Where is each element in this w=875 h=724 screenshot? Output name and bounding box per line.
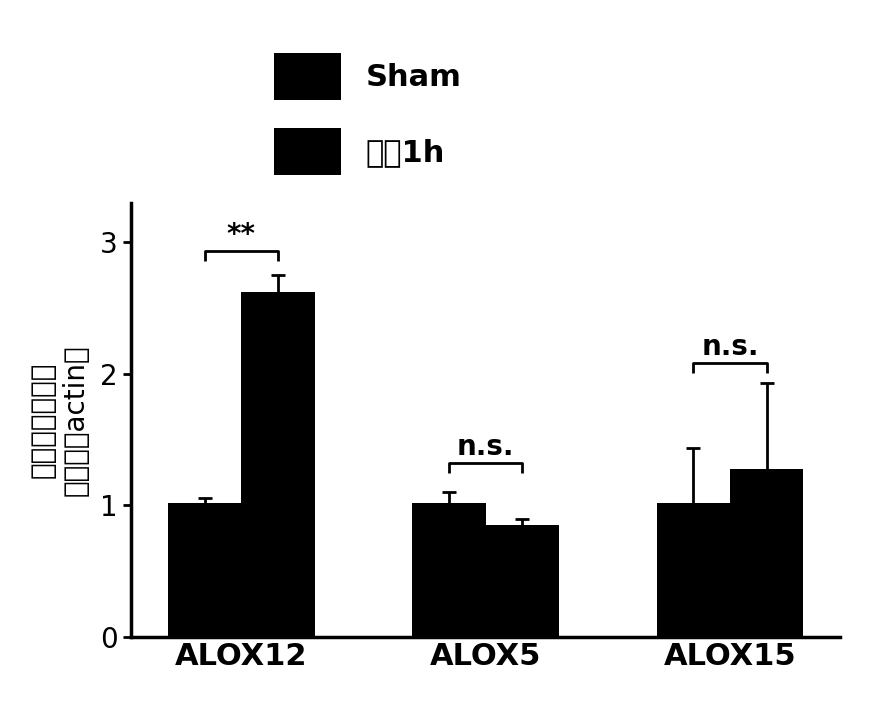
Bar xyxy=(242,292,314,637)
Text: **: ** xyxy=(227,221,255,249)
Text: n.s.: n.s. xyxy=(457,433,514,460)
Bar xyxy=(730,468,803,637)
Bar xyxy=(486,525,559,637)
Legend: Sham, 缺血1h: Sham, 缺血1h xyxy=(274,53,462,174)
Text: n.s.: n.s. xyxy=(701,333,759,361)
Y-axis label: 基因相对表达量
（相比于actin）: 基因相对表达量 （相比于actin） xyxy=(29,344,89,496)
Bar xyxy=(412,503,486,637)
Bar xyxy=(657,503,730,637)
Bar xyxy=(168,503,242,637)
